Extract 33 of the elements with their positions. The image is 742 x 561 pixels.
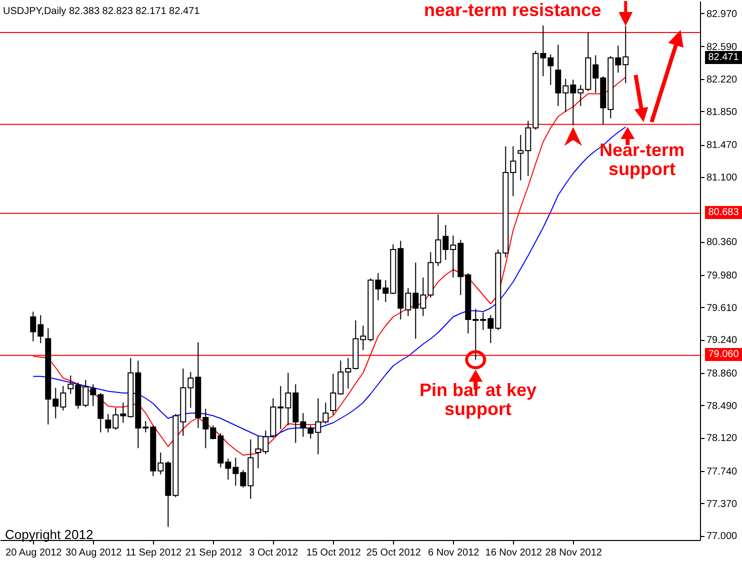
y-tick-label: 81.100: [706, 172, 738, 184]
y-tick-label: 78.490: [706, 400, 738, 412]
y-tick-label: 77.370: [706, 498, 738, 510]
y-tick-label: 79.240: [706, 335, 738, 346]
x-tick-label: 25 Oct 2012: [366, 548, 422, 558]
ref-line-label: 79.060: [705, 348, 742, 362]
y-tick-label: 81.470: [706, 140, 738, 151]
x-tick-label: 21 Sep 2012: [185, 548, 242, 558]
y-tick-label: 79.980: [706, 270, 738, 282]
x-tick-label: 16 Nov 2012: [485, 548, 542, 558]
x-tick-label: 11 Sep 2012: [126, 548, 182, 558]
x-tick-label: 6 Nov 2012: [428, 548, 480, 558]
y-tick-label: 78.860: [706, 368, 738, 380]
y-tick-label: 80.360: [706, 237, 738, 248]
ref-line-label: 80.683: [705, 206, 742, 220]
x-tick-label: 3 Oct 2012: [249, 548, 299, 558]
y-tick-label: 81.850: [706, 106, 738, 118]
y-tick-label: 78.120: [706, 433, 738, 444]
annotation: Copyright 2012: [5, 527, 94, 542]
y-tick-label: 82.590: [706, 42, 738, 53]
x-tick-label: 20 Aug 2012: [6, 548, 62, 558]
x-tick-label: 28 Nov 2012: [545, 548, 602, 558]
text: USDJPY,Daily 82.383 82.823 82.171 82.471: [3, 6, 200, 17]
y-tick-label: 82.220: [706, 74, 738, 86]
y-tick-label: 77.740: [706, 466, 738, 478]
annotation: near-term resistance: [424, 0, 602, 20]
text: 82.471: [705, 51, 742, 64]
annotation: Near-term support: [598, 140, 686, 180]
y-tick-label: 82.970: [706, 8, 738, 20]
x-tick-label: 15 Oct 2012: [306, 548, 362, 558]
y-tick-label: 79.610: [706, 302, 738, 314]
x-tick-label: 30 Aug 2012: [66, 548, 122, 558]
y-tick-label: 77.000: [706, 531, 738, 542]
